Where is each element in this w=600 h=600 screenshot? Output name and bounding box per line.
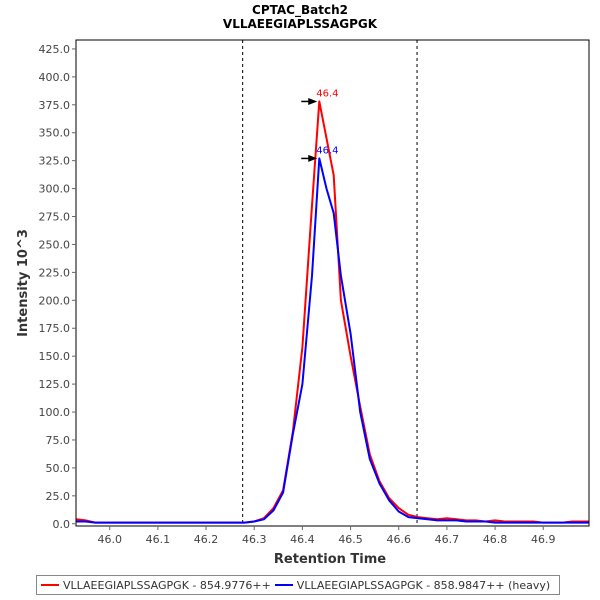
- x-tick-label: 46.4: [290, 533, 315, 546]
- y-tick-label: 0.0: [53, 518, 71, 531]
- peak-arrow-icon: [308, 154, 318, 162]
- y-tick-label: 200.0: [39, 294, 71, 307]
- y-axis-label: Intensity 10^3: [16, 229, 31, 337]
- y-tick-label: 250.0: [39, 238, 71, 251]
- x-axis-label: Retention Time: [274, 552, 386, 567]
- y-tick-label: 75.0: [46, 434, 71, 447]
- x-tick-label: 46.3: [242, 533, 267, 546]
- x-tick-label: 46.0: [97, 533, 122, 546]
- x-tick-label: 46.2: [194, 533, 219, 546]
- y-tick-label: 400.0: [39, 71, 71, 84]
- legend-entry-light: VLLAEEGIAPLSSAGPGK - 854.9776++: [41, 579, 271, 592]
- legend-label-light: VLLAEEGIAPLSSAGPGK - 854.9776++: [63, 578, 271, 592]
- y-tick-label: 50.0: [46, 462, 71, 475]
- series-line-light: [75, 100, 589, 524]
- y-tick-label: 150.0: [39, 350, 71, 363]
- legend: VLLAEEGIAPLSSAGPGK - 854.9776++ VLLAEEGI…: [36, 575, 560, 595]
- y-tick-label: 225.0: [39, 266, 71, 279]
- peak-label-heavy: 46.4: [316, 145, 338, 156]
- x-tick-label: 46.6: [386, 533, 411, 546]
- y-tick-label: 100.0: [39, 406, 71, 419]
- legend-entry-heavy: VLLAEEGIAPLSSAGPGK - 858.9847++ (heavy): [274, 578, 551, 592]
- legend-label-heavy: VLLAEEGIAPLSSAGPGK - 858.9847++ (heavy): [296, 578, 551, 592]
- x-tick-label: 46.1: [146, 533, 171, 546]
- x-tick-label: 46.9: [531, 533, 556, 546]
- legend-swatch-heavy: [274, 584, 293, 586]
- y-tick-label: 275.0: [39, 211, 71, 224]
- peak-label-light: 46.4: [316, 88, 338, 99]
- y-tick-label: 375.0: [39, 99, 71, 112]
- series-line-heavy: [76, 157, 589, 524]
- x-tick-label: 46.7: [435, 533, 460, 546]
- x-tick-label: 46.5: [338, 533, 363, 546]
- y-tick-label: 25.0: [46, 490, 71, 503]
- legend-swatch-light: [41, 584, 59, 586]
- y-tick-label: 175.0: [39, 322, 71, 335]
- y-tick-label: 425.0: [39, 43, 71, 56]
- y-tick-label: 300.0: [39, 183, 71, 196]
- y-tick-label: 325.0: [39, 155, 71, 168]
- chart-subtitle: VLLAEEGIAPLSSAGPGK: [223, 17, 378, 31]
- chart-title: CPTAC_Batch2: [252, 3, 348, 18]
- y-tick-label: 125.0: [39, 378, 71, 391]
- y-tick-label: 350.0: [39, 127, 71, 140]
- plot-area: [75, 39, 590, 527]
- peak-arrow-icon: [308, 97, 318, 105]
- x-tick-label: 46.8: [483, 533, 508, 546]
